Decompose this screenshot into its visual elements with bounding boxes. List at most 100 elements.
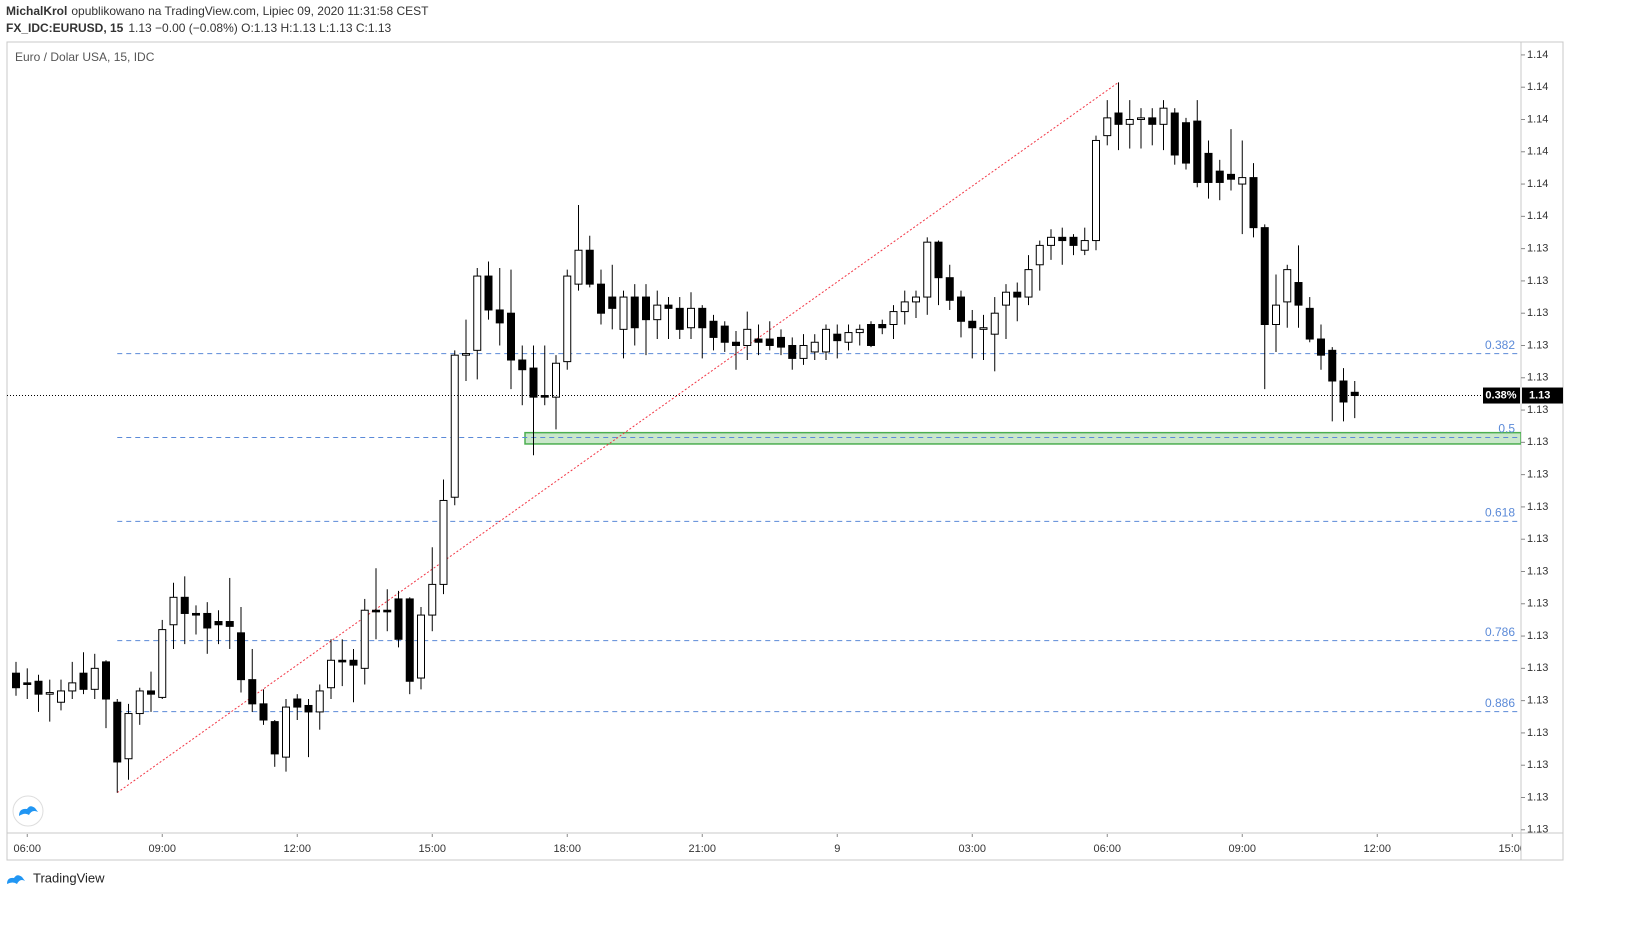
y-tick-label: 1.13 xyxy=(1527,275,1548,287)
y-tick-label: 1.13 xyxy=(1527,501,1548,513)
candle-body xyxy=(1103,117,1112,137)
candle-body xyxy=(192,612,200,616)
candle-body xyxy=(158,629,167,698)
candle-body xyxy=(552,362,560,398)
candle-body xyxy=(383,609,392,613)
candle-body xyxy=(338,659,347,663)
fib-label: 0.786 xyxy=(1485,625,1515,639)
candle-body xyxy=(1317,338,1325,356)
candle-body xyxy=(664,304,673,309)
y-tick-label: 1.13 xyxy=(1527,436,1548,448)
candle-body xyxy=(788,344,797,359)
candle-body xyxy=(68,682,77,692)
candle-body xyxy=(360,609,369,669)
candle-body xyxy=(799,344,808,359)
candle-body xyxy=(923,241,932,298)
candle-body xyxy=(529,367,538,398)
candle-body xyxy=(979,327,988,330)
x-tick-label: 06:00 xyxy=(13,843,41,855)
candle-body xyxy=(732,341,740,346)
candle-body xyxy=(1182,122,1190,164)
candle-body xyxy=(45,692,54,695)
quote: 1.13 −0.00 (−0.08%) O:1.13 H:1.13 L:1.13… xyxy=(128,21,391,35)
candle-body xyxy=(507,312,515,361)
candle-body xyxy=(1125,118,1134,125)
candle-body xyxy=(214,621,223,626)
candle-body xyxy=(270,721,279,755)
candle-body xyxy=(180,596,189,614)
candle-body xyxy=(630,296,639,329)
candle-body xyxy=(844,332,853,343)
candle-body xyxy=(237,632,245,681)
candle-body xyxy=(327,659,335,689)
candle-body xyxy=(1193,120,1202,183)
candle-body xyxy=(912,296,920,303)
y-tick-label: 1.13 xyxy=(1527,533,1548,545)
candle-body xyxy=(743,328,752,346)
candle-body xyxy=(57,690,65,703)
time-axis: 06:00 09:00 12:00 15:00 18:00 21:00 9 03:00 06:0… xyxy=(13,834,1526,855)
candle-body xyxy=(1035,244,1044,266)
candle-body xyxy=(1114,112,1123,125)
change-badge: 0.38% xyxy=(1485,389,1516,401)
candle-body xyxy=(484,275,493,311)
y-tick-label: 1.13 xyxy=(1527,824,1548,836)
y-tick-label: 1.13 xyxy=(1527,791,1548,803)
price-tag-bg xyxy=(1522,387,1563,404)
fib-label: 0.618 xyxy=(1485,505,1515,519)
candle-body xyxy=(889,311,898,326)
candle-body xyxy=(653,304,662,321)
candle-body xyxy=(1215,170,1224,183)
candle-body xyxy=(90,667,99,690)
candle-body xyxy=(1204,152,1213,183)
candle-body xyxy=(405,598,414,682)
fib-label: 0.5 xyxy=(1498,422,1515,436)
candle-body xyxy=(1294,282,1303,306)
y-tick-label: 1.13 xyxy=(1527,598,1548,610)
price-tag: 1.13 xyxy=(1529,389,1550,401)
change-badge-bg xyxy=(1483,387,1520,404)
y-tick-label: 1.14 xyxy=(1527,178,1548,190)
candle-body xyxy=(642,296,650,321)
y-tick-label: 1.13 xyxy=(1527,695,1548,707)
candle-body xyxy=(79,672,88,690)
candle-body xyxy=(1227,173,1235,180)
candle-body xyxy=(597,283,605,314)
candle-body xyxy=(450,354,459,498)
footer-logo xyxy=(7,875,25,884)
footer-brand: TradingView xyxy=(33,870,105,885)
candle-body xyxy=(619,296,628,330)
frame xyxy=(6,41,1564,861)
x-tick-label: 09:00 xyxy=(1228,843,1256,855)
candle-body xyxy=(1024,269,1033,298)
candle-body xyxy=(518,359,527,371)
candle-body xyxy=(687,307,695,329)
candle-body xyxy=(990,312,999,335)
candle-body xyxy=(1283,269,1292,303)
candle-body xyxy=(867,324,875,346)
symbol: FX_IDC:EURUSD, 15 xyxy=(6,21,124,35)
x-tick-label: 9 xyxy=(834,843,840,855)
candle-body xyxy=(765,338,774,346)
support-zone xyxy=(524,431,1521,445)
y-tick-label: 1.13 xyxy=(1527,307,1548,319)
legend: Euro / Dolar USA, 15, IDC xyxy=(15,50,155,64)
x-tick-label: 15:00 xyxy=(1498,843,1526,855)
candle-body xyxy=(945,277,954,301)
candle-body xyxy=(1249,177,1258,229)
candle-body xyxy=(394,598,403,640)
candle-body xyxy=(675,307,684,330)
fib-label: 0.886 xyxy=(1485,696,1515,710)
candle-body xyxy=(1272,304,1280,325)
candle-body xyxy=(900,301,909,313)
candle-body xyxy=(720,325,729,343)
candle-body xyxy=(855,328,864,334)
author: MichalKrol xyxy=(6,4,67,18)
candle-body xyxy=(934,241,943,279)
logo-badge xyxy=(12,795,44,827)
candle-body xyxy=(1069,236,1078,246)
quote-line: FX_IDC:EURUSD, 15 1.13 −0.00 (−0.08%) O:1… xyxy=(6,21,392,35)
y-tick-label: 1.13 xyxy=(1527,727,1548,739)
candle-body xyxy=(293,698,302,708)
